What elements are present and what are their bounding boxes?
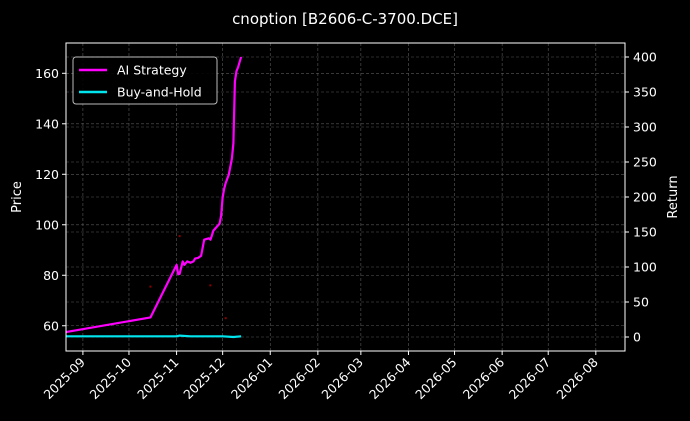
ai-strategy-line xyxy=(65,56,243,334)
legend-box xyxy=(72,56,218,105)
y-left-tick-label: 80 xyxy=(43,268,59,283)
left-axis-title: Price xyxy=(10,181,25,213)
grid-lines xyxy=(66,43,625,351)
y-right-tick-label: 200 xyxy=(633,190,657,205)
trade-marker xyxy=(178,235,181,238)
y-right-tick-label: 250 xyxy=(633,155,657,170)
trade-markers xyxy=(149,235,227,320)
y-right-tick-label: 350 xyxy=(633,85,657,100)
y-right-tick-label: 100 xyxy=(633,260,657,275)
chart-title: cnoption [B2606-C-3700.DCE] xyxy=(232,10,458,28)
right-axis-title: Return xyxy=(666,175,681,218)
trade-marker xyxy=(209,284,212,287)
y-right-tick-label: 400 xyxy=(633,50,657,65)
buy-and-hold-line xyxy=(66,334,242,339)
left-y-axis: 60 80 100 120 140 160 xyxy=(35,66,66,333)
y-left-tick-label: 120 xyxy=(35,167,59,182)
y-right-tick-label: 150 xyxy=(633,225,657,240)
y-right-tick-label: 50 xyxy=(633,295,649,310)
chart-legend: AI Strategy Buy-and-Hold xyxy=(72,56,218,105)
trade-marker xyxy=(224,317,227,320)
y-right-tick-label: 0 xyxy=(633,330,641,345)
series-lines xyxy=(65,56,243,339)
y-left-tick-label: 160 xyxy=(35,66,59,81)
legend-label-buy-and-hold: Buy-and-Hold xyxy=(117,85,202,100)
y-left-tick-label: 140 xyxy=(35,116,59,131)
right-y-axis: 0 50 100 150 200 250 300 350 400 xyxy=(625,50,657,345)
y-right-tick-label: 300 xyxy=(633,120,657,135)
y-left-tick-label: 100 xyxy=(35,217,59,232)
trade-marker xyxy=(149,285,152,288)
y-left-tick-label: 60 xyxy=(43,318,59,333)
legend-label-ai-strategy: AI Strategy xyxy=(117,63,187,78)
